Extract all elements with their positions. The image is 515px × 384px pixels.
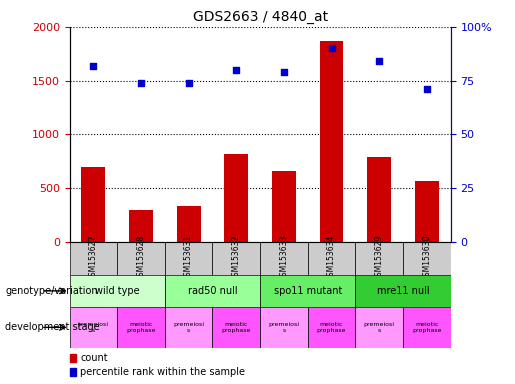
FancyBboxPatch shape bbox=[212, 307, 260, 348]
Text: meiotic
prophase: meiotic prophase bbox=[221, 322, 251, 333]
Point bbox=[89, 63, 97, 69]
Point bbox=[423, 86, 431, 92]
Text: GSM153634: GSM153634 bbox=[327, 235, 336, 281]
FancyBboxPatch shape bbox=[355, 275, 451, 307]
FancyBboxPatch shape bbox=[307, 307, 355, 348]
Point bbox=[232, 67, 241, 73]
Text: meiotic
prophase: meiotic prophase bbox=[317, 322, 346, 333]
FancyBboxPatch shape bbox=[212, 242, 260, 275]
FancyBboxPatch shape bbox=[355, 242, 403, 275]
Text: percentile rank within the sample: percentile rank within the sample bbox=[80, 367, 245, 377]
Text: GSM153629: GSM153629 bbox=[375, 235, 384, 281]
Text: development stage: development stage bbox=[5, 322, 100, 333]
FancyBboxPatch shape bbox=[117, 242, 165, 275]
Bar bbox=[367, 157, 391, 242]
Text: rad50 null: rad50 null bbox=[187, 286, 237, 296]
Text: premeiosi
s: premeiosi s bbox=[364, 322, 394, 333]
Bar bbox=[320, 41, 344, 242]
FancyBboxPatch shape bbox=[165, 307, 212, 348]
Point bbox=[137, 80, 145, 86]
Text: GSM153627: GSM153627 bbox=[89, 235, 98, 281]
FancyBboxPatch shape bbox=[70, 307, 117, 348]
Bar bbox=[129, 210, 153, 242]
FancyBboxPatch shape bbox=[307, 242, 355, 275]
Text: GSM153631: GSM153631 bbox=[184, 235, 193, 281]
FancyBboxPatch shape bbox=[403, 307, 451, 348]
Point bbox=[328, 45, 336, 51]
Text: GSM153630: GSM153630 bbox=[422, 235, 431, 281]
Text: meiotic
prophase: meiotic prophase bbox=[126, 322, 156, 333]
FancyBboxPatch shape bbox=[403, 242, 451, 275]
Text: spo11 mutant: spo11 mutant bbox=[273, 286, 342, 296]
Point bbox=[184, 80, 193, 86]
Text: premeiosi
s: premeiosi s bbox=[78, 322, 109, 333]
Text: GSM153632: GSM153632 bbox=[232, 235, 241, 281]
Text: meiotic
prophase: meiotic prophase bbox=[412, 322, 441, 333]
Bar bbox=[177, 207, 200, 242]
Text: premeiosi
s: premeiosi s bbox=[268, 322, 299, 333]
Text: mre11 null: mre11 null bbox=[376, 286, 430, 296]
FancyBboxPatch shape bbox=[260, 275, 355, 307]
Text: GSM153633: GSM153633 bbox=[280, 235, 288, 281]
FancyBboxPatch shape bbox=[70, 242, 117, 275]
Point bbox=[280, 69, 288, 75]
Text: wild type: wild type bbox=[95, 286, 140, 296]
FancyBboxPatch shape bbox=[260, 307, 307, 348]
FancyBboxPatch shape bbox=[165, 275, 260, 307]
Bar bbox=[415, 180, 439, 242]
FancyBboxPatch shape bbox=[260, 242, 307, 275]
Title: GDS2663 / 4840_at: GDS2663 / 4840_at bbox=[193, 10, 328, 25]
Bar bbox=[225, 154, 248, 242]
Bar bbox=[81, 167, 105, 242]
Text: genotype/variation: genotype/variation bbox=[5, 286, 98, 296]
FancyBboxPatch shape bbox=[70, 275, 165, 307]
FancyBboxPatch shape bbox=[355, 307, 403, 348]
Text: premeiosi
s: premeiosi s bbox=[173, 322, 204, 333]
FancyBboxPatch shape bbox=[117, 307, 165, 348]
Text: count: count bbox=[80, 353, 108, 363]
Text: GSM153628: GSM153628 bbox=[136, 235, 145, 281]
FancyBboxPatch shape bbox=[165, 242, 212, 275]
Bar bbox=[272, 171, 296, 242]
Point bbox=[375, 58, 383, 65]
